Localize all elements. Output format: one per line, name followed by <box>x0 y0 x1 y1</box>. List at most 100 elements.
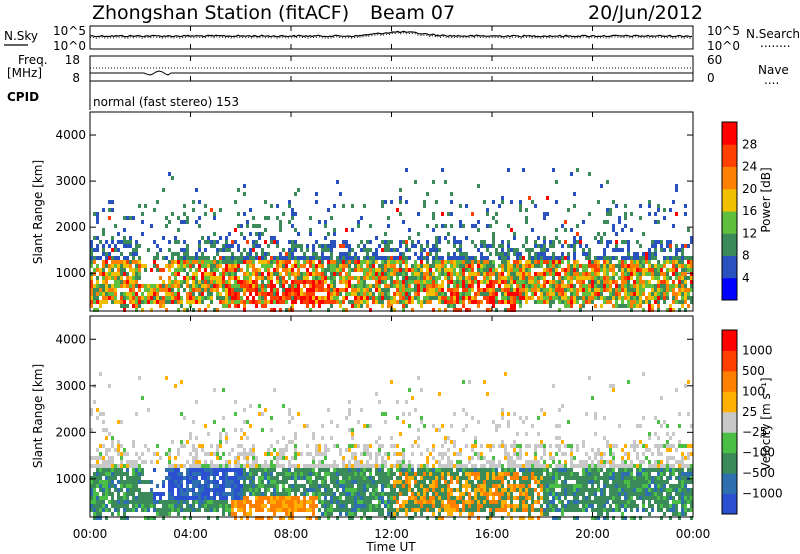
heatmap-cell <box>354 488 357 492</box>
heatmap-cell <box>663 288 666 292</box>
heatmap-cell <box>387 244 390 248</box>
heatmap-cell <box>621 240 624 244</box>
heatmap-cell <box>330 296 333 300</box>
heatmap-cell <box>441 260 444 264</box>
heatmap-cell <box>264 464 267 468</box>
heatmap-cell <box>420 508 423 512</box>
heatmap-cell <box>591 264 594 268</box>
heatmap-cell <box>525 464 528 468</box>
heatmap-cell <box>108 468 111 472</box>
heatmap-cell <box>102 232 105 236</box>
heatmap-cell <box>210 500 213 504</box>
heatmap-cell <box>102 272 105 276</box>
heatmap-cell <box>402 500 405 504</box>
heatmap-cell <box>498 444 501 448</box>
heatmap-cell <box>444 464 447 468</box>
heatmap-cell <box>192 480 195 484</box>
heatmap-cell <box>459 300 462 304</box>
heatmap-cell <box>399 300 402 304</box>
heatmap-cell <box>186 496 189 500</box>
heatmap-cell <box>324 484 327 488</box>
heatmap-cell <box>435 240 438 244</box>
heatmap-cell <box>453 272 456 276</box>
heatmap-cell <box>660 240 663 244</box>
heatmap-cell <box>375 508 378 512</box>
heatmap-cell <box>399 484 402 488</box>
heatmap-cell <box>510 228 513 232</box>
heatmap-cell <box>252 504 255 508</box>
heatmap-cell <box>561 280 564 284</box>
heatmap-cell <box>240 504 243 508</box>
heatmap-cell <box>345 256 348 260</box>
heatmap-cell <box>303 508 306 512</box>
heatmap-cell <box>186 460 189 464</box>
heatmap-cell <box>531 260 534 264</box>
heatmap-cell <box>132 268 135 272</box>
heatmap-cell <box>117 488 120 492</box>
heatmap-cell <box>453 472 456 476</box>
heatmap-cell <box>204 260 207 264</box>
heatmap-cell <box>345 472 348 476</box>
heatmap-cell <box>459 224 462 228</box>
heatmap-cell <box>132 488 135 492</box>
heatmap-cell <box>339 508 342 512</box>
heatmap-cell <box>591 276 594 280</box>
heatmap-cell <box>288 420 291 424</box>
heatmap-cell <box>558 292 561 296</box>
heatmap-cell <box>267 280 270 284</box>
heatmap-cell <box>348 480 351 484</box>
heatmap-cell <box>168 172 171 176</box>
heatmap-cell <box>417 268 420 272</box>
heatmap-cell <box>102 472 105 476</box>
heatmap-cell <box>618 288 621 292</box>
heatmap-cell <box>249 484 252 488</box>
heatmap-cell <box>327 300 330 304</box>
heatmap-cell <box>135 280 138 284</box>
heatmap-cell <box>276 480 279 484</box>
heatmap-cell <box>540 248 543 252</box>
heatmap-cell <box>102 300 105 304</box>
heatmap-cell <box>291 272 294 276</box>
heatmap-cell <box>336 424 339 428</box>
heatmap-cell <box>258 300 261 304</box>
heatmap-cell <box>432 260 435 264</box>
heatmap-cell <box>369 456 372 460</box>
heatmap-cell <box>147 300 150 304</box>
heatmap-cell <box>477 284 480 288</box>
heatmap-cell <box>672 296 675 300</box>
heatmap-cell <box>348 260 351 264</box>
heatmap-cell <box>381 272 384 276</box>
heatmap-cell <box>252 468 255 472</box>
heatmap-cell <box>639 284 642 288</box>
heatmap-cell <box>261 284 264 288</box>
heatmap-cell <box>222 244 225 248</box>
heatmap-cell <box>462 280 465 284</box>
heatmap-cell <box>417 276 420 280</box>
heatmap-cell <box>363 444 366 448</box>
heatmap-cell <box>348 512 351 516</box>
heatmap-cell <box>687 304 690 308</box>
heatmap-cell <box>234 260 237 264</box>
heatmap-cell <box>339 292 342 296</box>
heatmap-cell <box>312 512 315 516</box>
heatmap-cell <box>402 276 405 280</box>
heatmap-cell <box>513 464 516 468</box>
heatmap-cell <box>438 292 441 296</box>
heatmap-cell <box>240 284 243 288</box>
heatmap-cell <box>330 280 333 284</box>
heatmap-cell <box>603 276 606 280</box>
heatmap-cell <box>213 232 216 236</box>
heatmap-cell <box>684 284 687 288</box>
heatmap-cell <box>501 244 504 248</box>
heatmap-cell <box>249 272 252 276</box>
heatmap-cell <box>405 304 408 308</box>
heatmap-cell <box>681 276 684 280</box>
heatmap-cell <box>648 256 651 260</box>
heatmap-cell <box>507 492 510 496</box>
heatmap-cell <box>309 288 312 292</box>
heatmap-cell <box>108 464 111 468</box>
heatmap-cell <box>525 504 528 508</box>
heatmap-cell <box>345 292 348 296</box>
heatmap-cell <box>684 288 687 292</box>
heatmap-cell <box>447 468 450 472</box>
